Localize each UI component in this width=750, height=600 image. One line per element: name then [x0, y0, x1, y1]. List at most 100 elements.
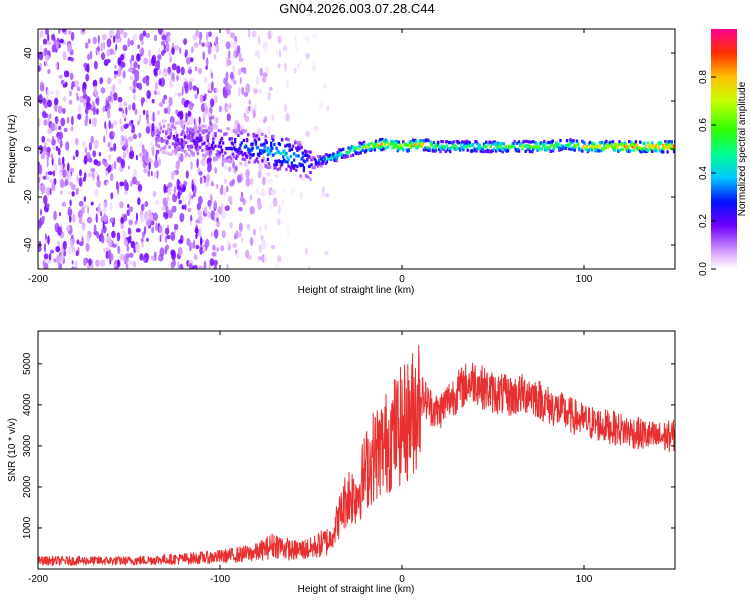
- spectrogram-ridge-cell: [219, 129, 223, 133]
- spectrogram-noise-cell: [112, 83, 116, 93]
- spectrogram-noise-cell: [199, 246, 203, 255]
- spectrogram-ridge-cell: [658, 149, 662, 153]
- spectrogram-noise-cell: [247, 29, 251, 38]
- spectrogram-ridge-cell: [511, 144, 514, 148]
- spectrogram-noise-cell: [113, 143, 117, 152]
- spectrogram-noise-cell: [168, 96, 173, 107]
- spectrogram-noise-cell: [67, 162, 70, 172]
- spectrogram-noise-cell: [150, 213, 153, 219]
- spectrogram-ridge-cell: [416, 144, 419, 148]
- spectrogram-ridge-cell: [164, 145, 167, 149]
- spectrogram-ridge-cell: [457, 141, 461, 145]
- spectrogram-ridge-cell: [160, 146, 164, 150]
- snr-x-tick-label: 0: [399, 574, 405, 585]
- spectrogram-noise-cell: [259, 67, 263, 77]
- spectrogram-ridge-cell: [226, 159, 229, 163]
- spectrogram-ridge-cell: [161, 150, 165, 154]
- spectrogram-ridge-cell: [201, 149, 204, 153]
- spectrogram-noise-cell: [167, 36, 171, 43]
- spectrogram-noise-cell: [223, 89, 228, 99]
- spectrogram-noise-cell: [257, 51, 260, 60]
- spectrogram-ridge-cell: [200, 138, 203, 142]
- spectrogram-noise-cell: [187, 111, 192, 117]
- spectrogram-noise-cell: [158, 102, 164, 108]
- spectrogram-ridge-cell: [287, 164, 290, 168]
- spectrogram-ridge-cell: [193, 141, 196, 145]
- spectrogram-noise-cell: [144, 201, 149, 208]
- spectrogram-ridge-cell: [480, 146, 484, 150]
- spectrogram-ridge-cell: [267, 162, 271, 166]
- spectrogram-ridge-cell: [484, 149, 487, 153]
- spectrogram-ridge-cell: [512, 141, 515, 145]
- spectrogram-noise-cell: [117, 233, 120, 241]
- spectrogram-noise-cell: [88, 157, 93, 163]
- spectrogram-noise-cell: [44, 142, 47, 147]
- spectrogram-ridge-cell: [212, 137, 215, 141]
- spectrogram-noise-cell: [61, 29, 67, 33]
- spectrogram-noise-cell: [71, 260, 74, 265]
- spectrogram-noise-cell: [108, 249, 112, 259]
- spectrogram-noise-cell: [81, 221, 86, 231]
- spectrogram-noise-cell: [195, 244, 200, 250]
- spectrogram-noise-cell: [277, 218, 281, 226]
- spectrogram-ridge-cell: [307, 175, 310, 179]
- spectrogram-noise-cell: [183, 77, 187, 83]
- spectrogram-noise-cell: [213, 54, 217, 60]
- spectrogram-noise-cell: [103, 214, 109, 223]
- spectrogram-noise-cell: [58, 262, 63, 269]
- spectrogram-noise-cell: [137, 197, 141, 206]
- spectrogram-ridge-cell: [548, 141, 551, 145]
- spectrogram-ridge-cell: [320, 164, 323, 168]
- spectrogram-noise-cell: [41, 135, 46, 143]
- spectrogram-ridge-cell: [190, 144, 193, 148]
- spectrogram-noise-cell: [179, 263, 184, 269]
- spectrogram-ridge-cell: [263, 145, 266, 149]
- spectrogram-noise-cell: [161, 206, 166, 211]
- colorbar-ticks: 0.0 0.2 0.4 0.6 0.8: [698, 70, 716, 276]
- spectrogram-noise-cell: [238, 222, 243, 232]
- spectrogram-noise-cell: [176, 74, 179, 82]
- spectrogram-noise-cell: [125, 262, 129, 269]
- spectrogram-ridge-cell: [455, 146, 458, 151]
- spectrogram-ridge-cell: [158, 122, 161, 126]
- spectrogram-ridge-cell: [254, 142, 258, 146]
- spectrogram-noise-cell: [129, 145, 133, 152]
- spectrogram-noise-cell: [130, 240, 136, 249]
- spectrogram-noise-cell: [181, 86, 184, 96]
- spectrogram-noise-cell: [186, 138, 189, 145]
- spectrogram-noise-cell: [194, 93, 198, 100]
- spectrogram-ridge-cell: [180, 138, 183, 142]
- spectrogram-noise-cell: [45, 54, 50, 62]
- spectrogram-noise-cell: [245, 168, 250, 179]
- spectrogram-noise-cell: [53, 258, 57, 263]
- spectrogram-noise-cell: [109, 217, 115, 224]
- spectrogram-noise-cell: [326, 105, 330, 112]
- spectrogram-noise-cell: [166, 31, 171, 37]
- spectrogram-noise-cell: [233, 80, 237, 85]
- spectrogram-ridge-cell: [429, 140, 432, 144]
- spectrogram-noise-cell: [111, 230, 116, 239]
- spectrogram-noise-cell: [227, 84, 233, 89]
- spectrogram-noise-cell: [104, 170, 109, 177]
- spectrogram-ridge-cell: [168, 152, 171, 156]
- spectrogram-noise-cell: [115, 43, 118, 51]
- spectrogram-ridge-cell: [243, 158, 247, 162]
- spectrogram-noise-cell: [226, 106, 230, 112]
- spectrogram-ridge-cell: [572, 145, 575, 149]
- spectrogram-noise-cell: [128, 219, 133, 226]
- spectrogram-ridge-cell: [291, 164, 295, 168]
- spectrogram-ridge-cell: [632, 148, 635, 152]
- spectrogram-noise-cell: [238, 86, 241, 97]
- spectrogram-ridge-cell: [304, 174, 308, 178]
- spectrogram-noise-cell: [189, 57, 194, 63]
- spectrogram-noise-cell: [63, 70, 68, 78]
- spectrogram-ridge-cell: [170, 122, 173, 126]
- spectrogram-noise-cell: [312, 32, 317, 39]
- spectrogram-noise-cell: [191, 183, 195, 193]
- spectrogram-ridge-cell: [445, 140, 449, 144]
- spectrogram-noise-cell: [85, 242, 90, 252]
- spectrogram-ridge-cell: [379, 144, 382, 148]
- spectrogram-noise-cell: [126, 209, 130, 216]
- spectrogram-ridge-cell: [672, 144, 675, 148]
- spectrogram-noise-cell: [128, 136, 134, 142]
